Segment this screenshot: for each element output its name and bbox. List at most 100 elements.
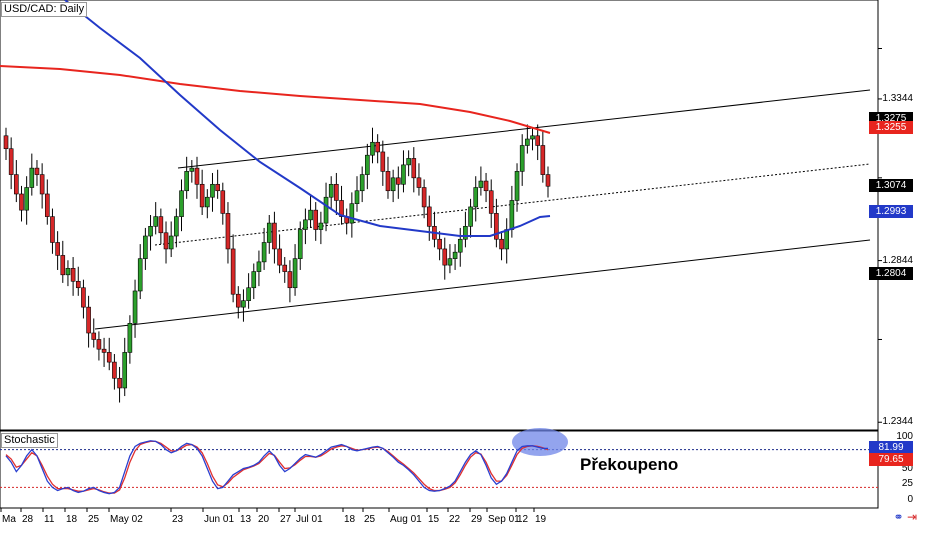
candle: [137, 244, 143, 300]
candle: [390, 169, 396, 203]
candle-body: [266, 222, 272, 243]
stochastic-tag: 79.65: [869, 452, 913, 466]
candle: [530, 127, 535, 151]
candle-body: [488, 190, 494, 214]
candle: [287, 260, 293, 303]
main-plot-area: [0, 0, 879, 431]
candle: [473, 176, 479, 222]
candle-body: [525, 138, 530, 146]
price-tag: 1.3074: [869, 179, 913, 193]
candle: [163, 221, 169, 264]
candle-body: [452, 251, 458, 259]
candle-body: [241, 300, 246, 308]
candle: [60, 240, 66, 283]
candle: [385, 156, 391, 199]
x-axis-label: 19: [535, 514, 547, 525]
candle: [81, 279, 86, 319]
candle-body: [349, 203, 355, 224]
candle-body: [174, 216, 179, 237]
candle-body: [220, 190, 226, 214]
candle-body: [143, 235, 148, 259]
candle: [65, 260, 71, 287]
x-axis-label: Jul 01: [296, 514, 323, 525]
candle: [519, 134, 525, 186]
candle-body: [328, 183, 334, 198]
candle: [230, 234, 236, 303]
candle-body: [246, 287, 251, 301]
candle-body: [359, 174, 365, 192]
x-axis-label: 15: [428, 514, 440, 525]
candle: [148, 215, 153, 251]
x-axis-label: Aug 01: [390, 514, 422, 525]
candle: [24, 176, 29, 225]
candle-body: [318, 222, 324, 230]
candle: [359, 166, 365, 203]
candle: [256, 250, 262, 287]
candle: [132, 279, 138, 338]
candle: [225, 202, 231, 264]
candle-body: [70, 268, 76, 282]
candle: [220, 182, 226, 225]
price-tag: 1.3255: [869, 120, 913, 134]
candle: [525, 124, 530, 154]
candle-body: [19, 193, 24, 211]
candle: [117, 366, 122, 403]
candle: [488, 179, 494, 228]
candle-body: [365, 154, 370, 175]
candle-body: [334, 183, 339, 201]
candle-body: [55, 242, 60, 256]
candle: [8, 137, 14, 190]
candle-body: [272, 222, 277, 250]
candle: [96, 331, 102, 361]
candle-body: [158, 216, 164, 234]
candle: [29, 153, 35, 196]
candle: [339, 185, 344, 225]
price-axis-label: 1.2344: [882, 416, 913, 428]
candle: [251, 263, 257, 300]
chart-toolbar[interactable]: ⚭ ⇥: [894, 510, 917, 524]
candle-body: [117, 377, 122, 389]
candle-body: [8, 148, 14, 175]
candle: [127, 315, 133, 364]
candle-body: [437, 238, 442, 250]
candle-body: [411, 158, 417, 179]
x-axis-label: 13: [240, 514, 252, 525]
link-icon[interactable]: ⚭: [893, 510, 904, 524]
candle-body: [39, 174, 45, 195]
candle: [318, 211, 324, 245]
stochastic-axis-label: 50: [901, 462, 913, 474]
candle: [406, 150, 411, 177]
candle-body: [473, 187, 479, 208]
candle-body: [530, 135, 535, 140]
candle-body: [380, 151, 386, 172]
candle: [143, 227, 148, 270]
candle-body: [416, 177, 422, 188]
candle-body: [494, 213, 499, 240]
candle: [55, 231, 60, 270]
close-arrow-icon[interactable]: ⇥: [906, 510, 917, 524]
x-axis-label: 18: [344, 514, 356, 525]
candle-body: [519, 145, 525, 172]
candle: [447, 244, 453, 274]
candle-body: [235, 293, 241, 308]
candle-body: [308, 209, 313, 221]
stochastic-k-line: [5, 440, 549, 495]
candle-body: [132, 290, 138, 324]
candle-body: [179, 190, 184, 217]
candle-body: [137, 258, 143, 292]
candle: [19, 185, 24, 222]
overbought-highlight: [512, 428, 568, 457]
candle: [328, 176, 334, 209]
candle-body: [205, 196, 210, 208]
candle: [199, 169, 205, 215]
candle-body: [81, 287, 86, 308]
candle-body: [385, 171, 391, 192]
price-tag: 1.2993: [869, 205, 913, 219]
candle: [39, 163, 45, 209]
candle: [540, 130, 546, 183]
candle-body: [292, 258, 298, 289]
candle: [70, 257, 76, 296]
candle-body: [323, 196, 329, 224]
candle-body: [514, 171, 520, 201]
